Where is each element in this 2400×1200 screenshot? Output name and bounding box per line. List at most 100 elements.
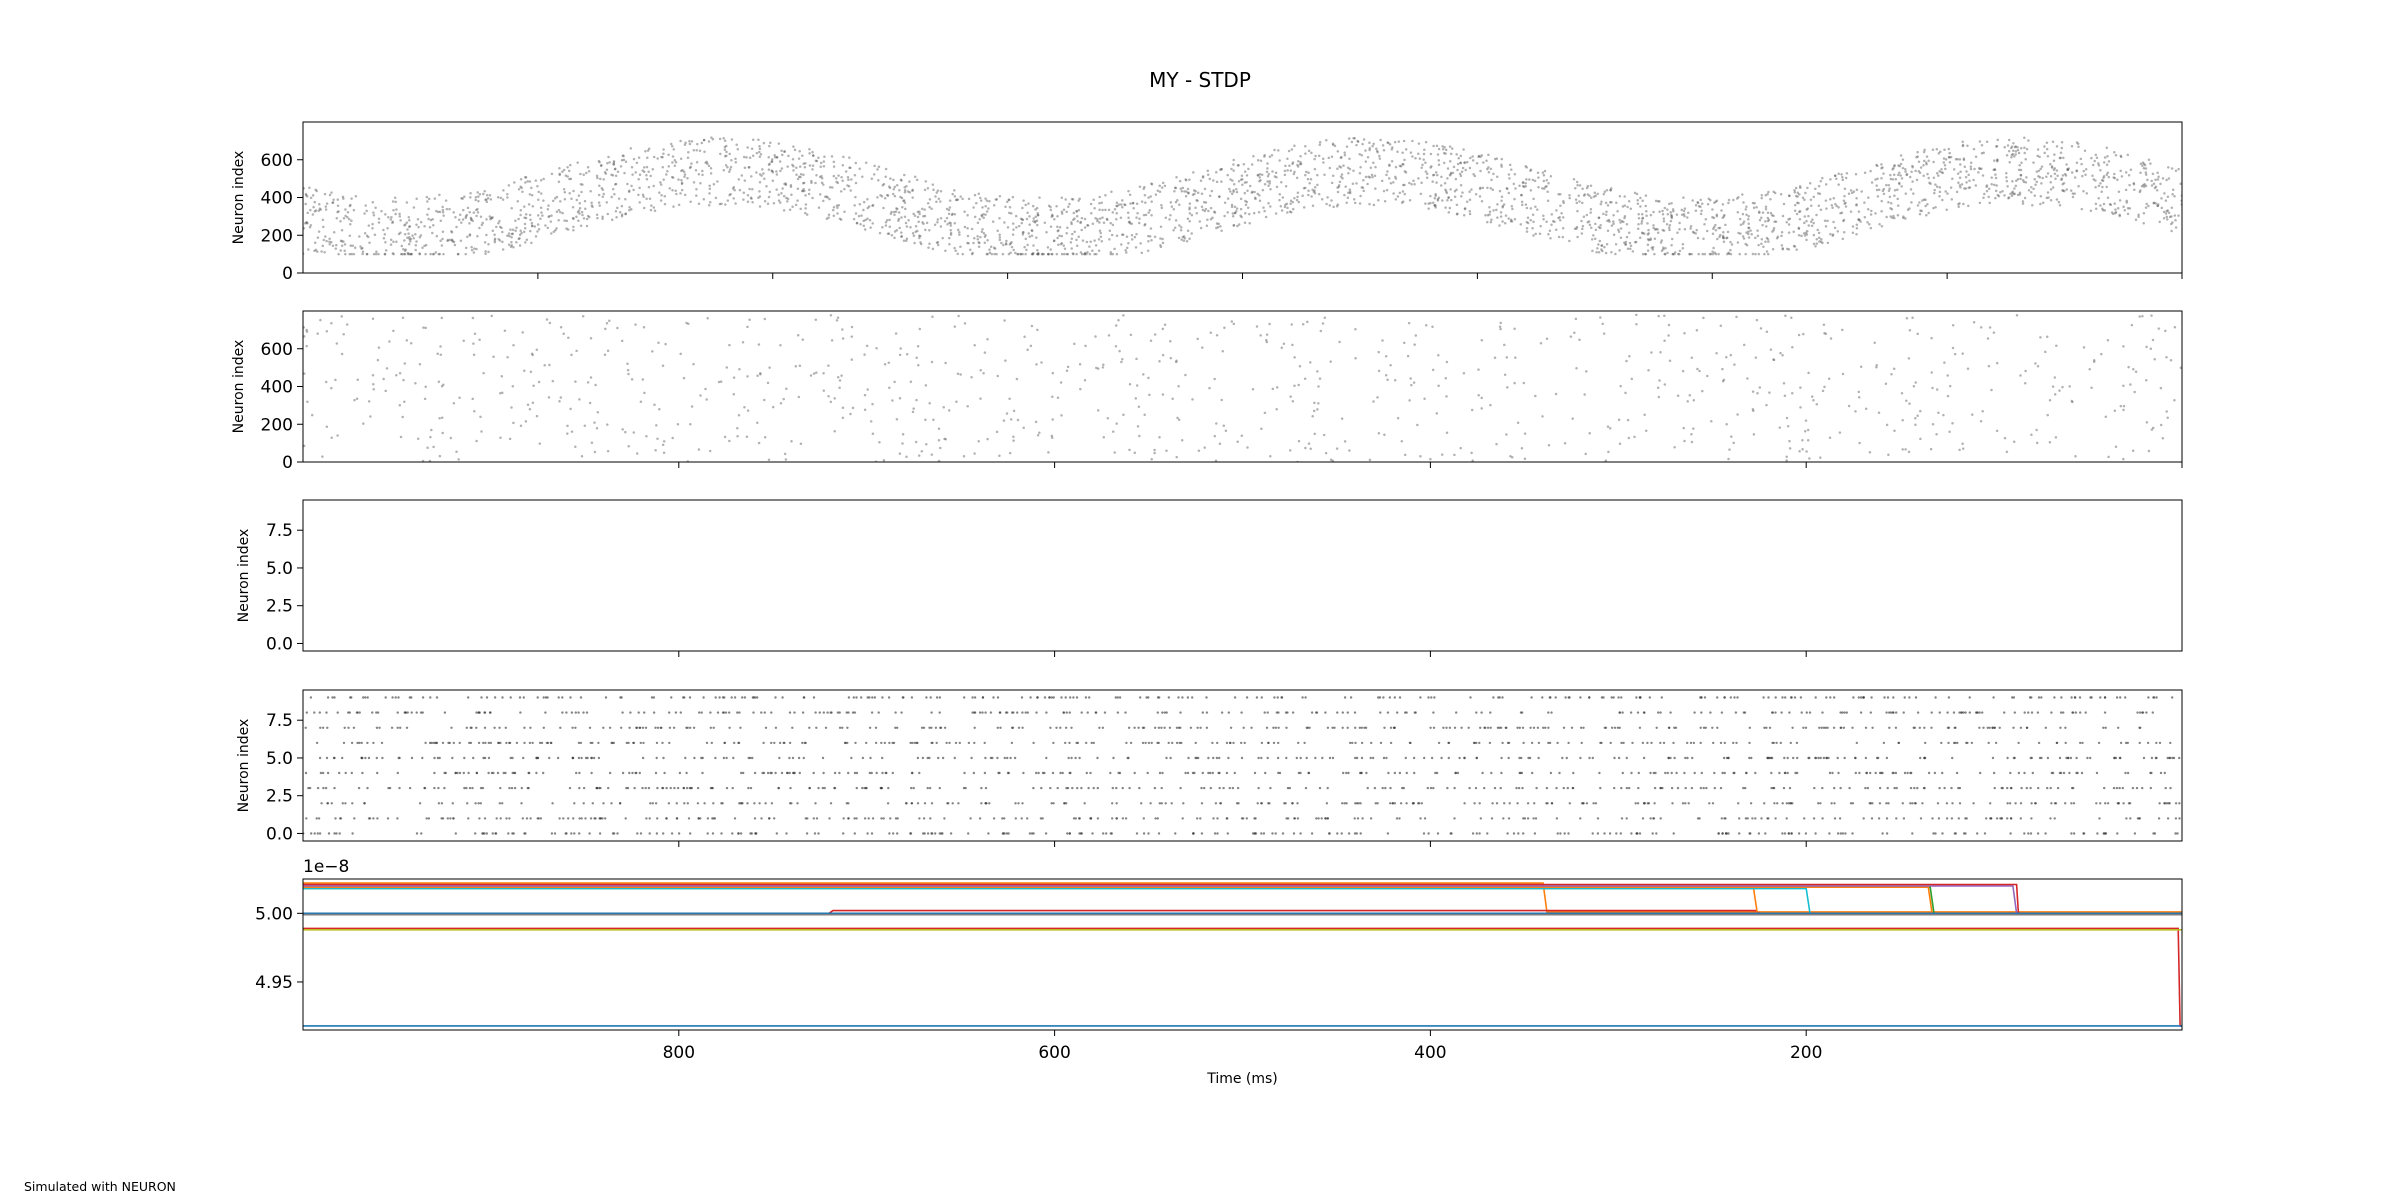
spike-dot bbox=[1109, 832, 1113, 835]
spike-dot bbox=[786, 197, 790, 201]
spike-dot bbox=[701, 169, 704, 173]
spike-dot bbox=[1499, 211, 1503, 214]
spike-dot bbox=[488, 215, 492, 218]
spike-dot bbox=[1465, 200, 1469, 204]
spike-dot bbox=[1193, 192, 1196, 196]
spike-dot bbox=[1532, 234, 1535, 237]
spike-dot bbox=[943, 817, 946, 820]
spike-dot bbox=[632, 188, 635, 192]
spike-dot bbox=[611, 174, 615, 177]
spike-dot bbox=[1993, 168, 1996, 171]
spike-dot bbox=[450, 230, 454, 234]
spike-dot bbox=[1436, 199, 1440, 202]
spike-dot bbox=[1643, 232, 1646, 235]
spike-dot bbox=[771, 171, 775, 174]
spike-dot bbox=[1413, 343, 1416, 346]
spike-dot bbox=[1801, 438, 1804, 442]
spike-dot bbox=[1199, 179, 1203, 182]
spike-dot bbox=[1532, 197, 1535, 201]
spike-dot bbox=[893, 236, 896, 240]
spike-dot bbox=[1201, 346, 1204, 349]
spike-dot bbox=[572, 225, 575, 229]
spike-dot bbox=[810, 181, 813, 184]
spike-dot bbox=[923, 802, 927, 805]
spike-dot bbox=[831, 186, 834, 189]
spike-dot bbox=[1127, 242, 1130, 245]
spike-dot bbox=[618, 211, 622, 214]
spike-dot bbox=[471, 219, 474, 223]
spike-dot bbox=[1729, 353, 1733, 357]
spike-dot bbox=[1077, 208, 1081, 212]
spike-dot bbox=[1759, 327, 1763, 330]
spike-dot bbox=[1009, 418, 1013, 421]
spike-dot bbox=[930, 802, 934, 805]
spike-dot bbox=[2051, 186, 2055, 189]
spike-dot bbox=[442, 252, 445, 256]
spike-dot bbox=[1712, 246, 1715, 250]
spike-dot bbox=[734, 202, 737, 205]
spike-dot bbox=[725, 154, 728, 158]
spike-dot bbox=[511, 384, 515, 388]
spike-dot bbox=[680, 169, 683, 173]
spike-dot bbox=[2013, 145, 2017, 149]
spike-dot bbox=[368, 241, 371, 244]
spike-dot bbox=[1331, 142, 1335, 145]
spike-dot bbox=[1091, 832, 1094, 835]
spike-dot bbox=[1291, 161, 1295, 164]
spike-dot bbox=[2030, 802, 2033, 805]
spike-dot bbox=[2012, 149, 2015, 152]
spike-dot bbox=[1697, 252, 1700, 256]
spike-dot bbox=[1699, 205, 1702, 209]
spike-dot bbox=[1773, 191, 1777, 195]
spike-dot bbox=[2114, 208, 2117, 211]
spike-dot bbox=[1995, 145, 1998, 148]
spike-dot bbox=[914, 440, 918, 444]
spike-dot bbox=[1904, 448, 1907, 451]
spike-dot bbox=[602, 802, 605, 805]
spike-dot bbox=[1016, 252, 1019, 256]
spike-dot bbox=[1686, 216, 1689, 219]
spike-dot bbox=[1353, 817, 1356, 820]
spike-dot bbox=[431, 231, 434, 235]
spike-dot bbox=[739, 802, 742, 805]
spike-dot bbox=[852, 217, 856, 221]
spike-dot bbox=[2006, 802, 2009, 805]
spike-dot bbox=[1230, 320, 1234, 323]
spike-dot bbox=[1436, 153, 1440, 156]
spike-dot bbox=[1651, 245, 1655, 249]
spike-dot bbox=[1343, 440, 1347, 443]
spike-dot bbox=[2029, 832, 2033, 835]
spike-dot bbox=[2058, 204, 2062, 207]
spike-dot bbox=[1581, 227, 1584, 231]
spike-dot bbox=[1601, 322, 1604, 326]
spike-dot bbox=[1289, 395, 1292, 398]
spike-dot bbox=[680, 182, 684, 186]
spike-dot bbox=[1696, 200, 1699, 204]
spike-dot bbox=[1510, 168, 1513, 171]
spike-dot bbox=[1547, 232, 1550, 236]
spike-dot bbox=[420, 832, 423, 835]
spike-dot bbox=[1682, 196, 1685, 199]
spike-dot bbox=[1805, 450, 1808, 453]
spike-dot bbox=[1703, 223, 1706, 226]
spike-dot bbox=[1974, 184, 1978, 187]
spike-dot bbox=[2165, 215, 2169, 219]
spike-dot bbox=[882, 459, 886, 462]
spike-dot bbox=[2104, 415, 2108, 419]
spike-dot bbox=[1855, 188, 1859, 192]
spike-dot bbox=[2144, 173, 2148, 176]
spike-dot bbox=[1280, 346, 1284, 350]
spike-dot bbox=[570, 353, 573, 357]
spike-dot bbox=[1259, 334, 1262, 337]
spike-dot bbox=[375, 250, 378, 254]
spike-dot bbox=[877, 179, 880, 182]
spike-dot bbox=[1545, 185, 1548, 188]
spike-dot bbox=[1930, 371, 1933, 374]
spike-dot bbox=[1539, 341, 1543, 345]
spike-dot bbox=[1840, 173, 1843, 176]
spike-dot bbox=[984, 234, 987, 237]
spike-dot bbox=[1789, 802, 1792, 805]
spike-dot bbox=[1942, 161, 1946, 164]
spike-dot bbox=[1761, 211, 1765, 214]
spike-dot bbox=[1329, 458, 1333, 462]
